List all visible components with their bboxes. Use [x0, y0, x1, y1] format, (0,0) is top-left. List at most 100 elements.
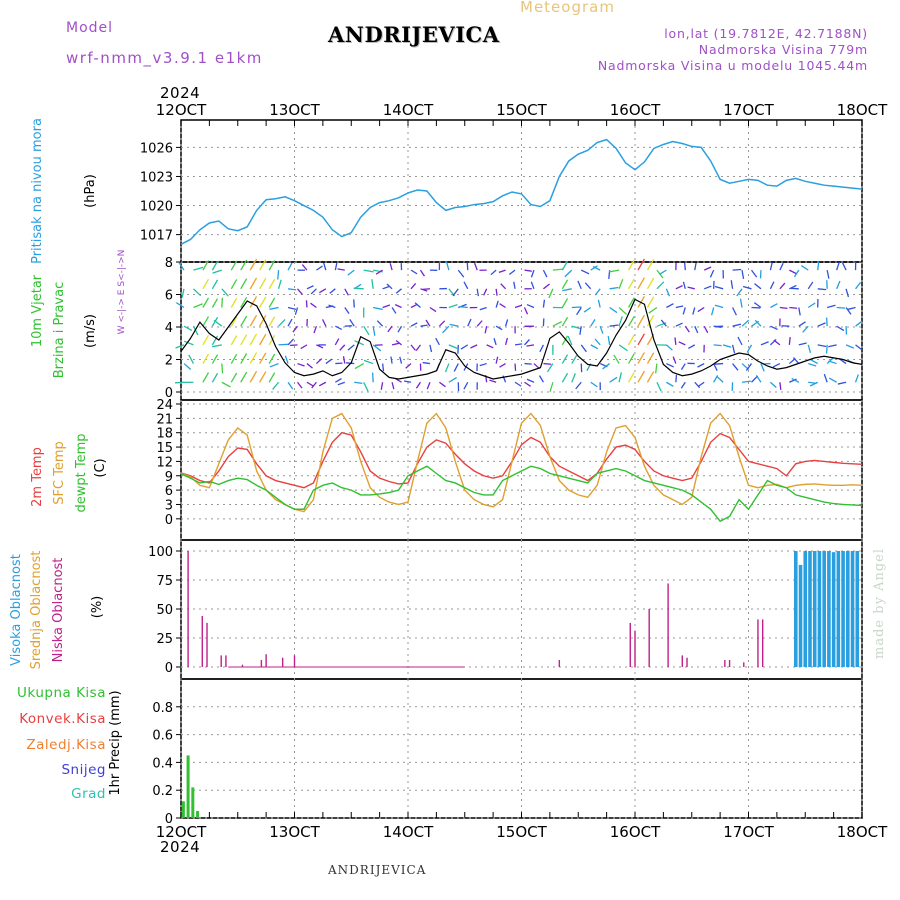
- wind-arrow: [442, 325, 450, 334]
- wind-arrow: [372, 326, 376, 336]
- wind-arrow: [694, 381, 701, 389]
- mid-cloud-axis-label: Srednja Oblacnost: [29, 551, 44, 670]
- y-tick-label: 1020: [140, 200, 173, 215]
- wind-arrow: [268, 297, 276, 308]
- wind-arrow: [703, 266, 712, 271]
- wind-arrow: [656, 281, 665, 290]
- precip-legend-3: Zaledj.Kisa: [26, 737, 106, 753]
- wind-arrow: [395, 288, 402, 294]
- wind-arrow: [828, 344, 837, 348]
- wind-arrow: [807, 281, 814, 290]
- wind-arrow: [335, 325, 343, 331]
- wind-arrow: [410, 322, 418, 327]
- wind-arrow: [618, 307, 627, 315]
- wind-arrow: [390, 356, 393, 364]
- wind-arrow: [397, 325, 403, 333]
- wind-arrow: [592, 265, 601, 271]
- wind-arrow: [666, 362, 674, 368]
- wind-arrow: [526, 303, 535, 309]
- wind-arrow: [448, 344, 458, 349]
- wind-arrow: [546, 363, 554, 373]
- wind-arrow: [855, 281, 862, 290]
- precip-legend-5: Grad: [71, 786, 106, 802]
- wind-arrow: [230, 260, 238, 271]
- wind-arrow: [463, 381, 469, 390]
- wind-arrow: [750, 269, 758, 278]
- wind-arrow: [666, 303, 674, 309]
- wind-arrow: [792, 357, 800, 364]
- low-cloud-bar: [724, 660, 726, 667]
- wind-arrow: [249, 352, 258, 364]
- wind-arrow: [211, 354, 219, 364]
- wind-arrow: [211, 335, 219, 346]
- wind-arrow: [213, 319, 223, 327]
- x-tick-label-bottom: 15OCT: [496, 823, 547, 841]
- wind-arrow: [809, 381, 818, 387]
- wind-arrow: [395, 339, 402, 346]
- wind-arrow: [325, 358, 333, 365]
- wind-arrow: [342, 356, 346, 364]
- wind-arrow: [335, 378, 342, 383]
- wind-arrow: [627, 297, 635, 308]
- wind-arrow: [337, 381, 346, 386]
- wind-arrow: [375, 269, 383, 275]
- wind-axis-sublabel: Brzina i Pravac: [52, 282, 67, 379]
- wind-arrow: [684, 325, 690, 333]
- wind-arrow: [259, 277, 267, 290]
- wind-axis-label: 10m Vjetar: [30, 274, 45, 347]
- wind-arrow: [754, 283, 762, 290]
- wind-arrow: [618, 316, 623, 327]
- wind-arrow: [419, 269, 425, 277]
- wind-arrow: [240, 334, 248, 346]
- wind-arrow: [817, 344, 827, 348]
- low-cloud-bar: [629, 622, 631, 667]
- wind-unit-label: (m/s): [83, 314, 98, 348]
- wind-arrow: [697, 362, 705, 368]
- y-tick-label: 6: [165, 484, 173, 499]
- wind-arrow: [249, 258, 258, 271]
- y-tick-label: 100: [148, 545, 173, 560]
- wind-arrow: [579, 326, 582, 335]
- wind-arrow: [240, 278, 248, 290]
- wind-arrow: [259, 296, 267, 308]
- wind-arrow: [318, 381, 327, 387]
- wind-arrow: [772, 362, 781, 368]
- wind-arrow: [731, 344, 736, 354]
- wind-arrow: [306, 363, 313, 369]
- wind-arrow: [543, 283, 550, 290]
- wind-arrow: [394, 304, 402, 309]
- y-tick-label: 1026: [140, 141, 173, 156]
- wind-arrow: [590, 344, 599, 350]
- wind-arrow: [684, 262, 686, 271]
- wind-arrow: [769, 262, 773, 271]
- wind-arrow: [221, 288, 229, 297]
- wind-arrow: [825, 317, 828, 327]
- wind-arrow: [741, 319, 750, 327]
- wind-arrow: [249, 333, 258, 346]
- wind-arrow: [211, 372, 219, 383]
- precip-bar: [181, 801, 185, 818]
- wind-arrow: [561, 316, 569, 327]
- wind-arrow: [709, 269, 715, 278]
- wind-arrow: [561, 372, 569, 383]
- precip-bar: [186, 755, 190, 818]
- x-tick-label-bottom: 14OCT: [383, 823, 434, 841]
- wind-arrow: [637, 314, 645, 327]
- wind-arrow: [221, 381, 231, 388]
- precip-legend-4: Snijeg: [61, 762, 106, 778]
- wind-arrow: [399, 356, 403, 364]
- low-cloud-bar: [220, 655, 222, 667]
- dewpoint-axis-label: dewpt Temp: [74, 433, 89, 512]
- wind-arrow: [259, 333, 267, 346]
- low-cloud-bar: [634, 631, 636, 667]
- wind-arrow: [682, 307, 686, 315]
- wind-arrow: [542, 269, 548, 278]
- wind-arrow: [779, 306, 788, 310]
- wind-arrow: [583, 306, 592, 313]
- wind-arrow: [826, 304, 836, 309]
- y-tick-label: 8: [165, 256, 173, 271]
- wind-arrow: [287, 338, 295, 346]
- wind-arrow: [391, 342, 400, 346]
- wind-arrow: [675, 374, 678, 383]
- wind-arrow: [845, 307, 852, 315]
